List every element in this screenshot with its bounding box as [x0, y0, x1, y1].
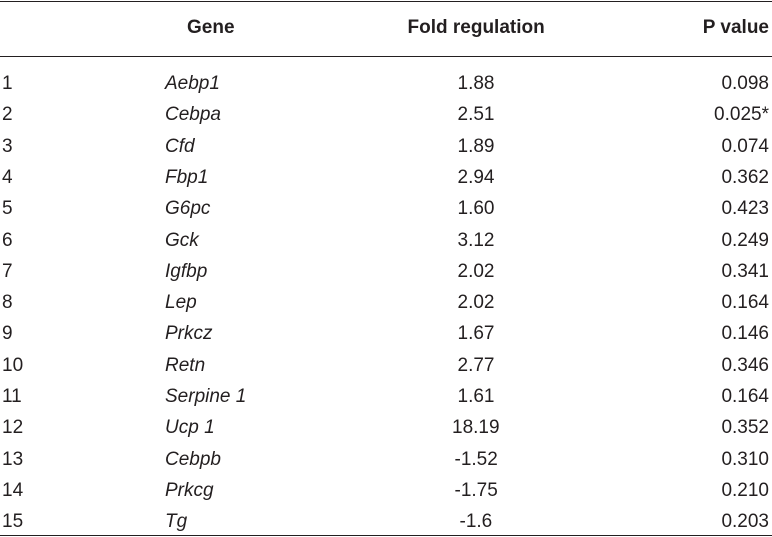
row-number: 5	[2, 198, 13, 220]
gene-name: Prkcg	[165, 479, 214, 501]
p-value: 0.310	[721, 448, 769, 470]
row-number: 4	[2, 166, 13, 188]
fold-regulation: -1.75	[454, 479, 498, 501]
gene-name: Lep	[165, 292, 197, 314]
fold-regulation: 2.02	[457, 292, 495, 314]
fold-regulation: 1.67	[457, 323, 495, 345]
row-number: 8	[2, 292, 13, 314]
fold-regulation: -1.52	[454, 448, 498, 470]
fold-regulation: 2.94	[457, 166, 495, 188]
row-number: 11	[2, 386, 22, 407]
gene-name: G6pc	[165, 198, 211, 220]
column-header: Fold regulation	[407, 17, 545, 38]
row-number: 2	[2, 104, 13, 126]
gene-name: Gck	[165, 229, 199, 251]
fold-regulation: 3.12	[457, 229, 495, 251]
p-value: 0.352	[721, 417, 769, 439]
gene-name: Cebpa	[165, 104, 221, 126]
header-rule	[0, 56, 772, 57]
p-value: 0.210	[721, 479, 769, 501]
p-value: 0.249	[721, 229, 769, 251]
p-value: 0.146	[721, 323, 769, 345]
fold-regulation: 1.88	[457, 73, 495, 94]
top-rule	[0, 1, 772, 2]
p-value: 0.098	[721, 73, 769, 94]
gene-name: Cebpb	[165, 448, 221, 470]
gene-name: Tg	[165, 511, 188, 533]
p-value: 0.203	[721, 511, 769, 533]
row-number: 9	[2, 323, 13, 345]
row-number: 12	[2, 417, 24, 439]
bottom-rule	[0, 535, 772, 536]
fold-regulation: 2.02	[457, 260, 495, 282]
gene-name: Cfd	[165, 135, 195, 157]
row-number: 6	[2, 229, 13, 251]
p-value: 0.164	[721, 292, 769, 314]
row-number: 1	[2, 73, 13, 94]
gene-name: Ucp 1	[165, 417, 215, 439]
fold-regulation: 18.19	[452, 417, 500, 439]
gene-name: Igfbp	[165, 260, 208, 282]
row-number: 3	[2, 135, 13, 157]
p-value: 0.346	[721, 354, 769, 376]
p-value: 0.025*	[714, 104, 769, 126]
p-value: 0.362	[721, 166, 769, 188]
gene-name: Fbp1	[165, 166, 209, 188]
p-value: 0.074	[721, 135, 769, 157]
gene-name: Retn	[165, 354, 206, 376]
row-number: 14	[2, 479, 24, 501]
fold-regulation: 1.60	[457, 198, 495, 220]
gene-name: Aebp1	[165, 73, 220, 94]
p-value: 0.341	[721, 260, 769, 282]
gene-name: Serpine 1	[165, 386, 247, 407]
p-value: 0.164	[721, 386, 769, 407]
fold-regulation: -1.6	[459, 511, 493, 533]
p-value: 0.423	[721, 198, 769, 220]
row-number: 15	[2, 511, 24, 533]
fold-regulation: 2.51	[457, 104, 495, 126]
fold-regulation: 1.61	[457, 386, 495, 407]
column-header: Gene	[187, 17, 235, 38]
column-header: P value	[702, 17, 769, 38]
row-number: 7	[2, 260, 13, 282]
row-number: 10	[2, 354, 24, 376]
fold-regulation: 1.89	[457, 135, 495, 157]
fold-regulation: 2.77	[457, 354, 495, 376]
gene-name: Prkcz	[165, 323, 213, 345]
row-number: 13	[2, 448, 24, 470]
